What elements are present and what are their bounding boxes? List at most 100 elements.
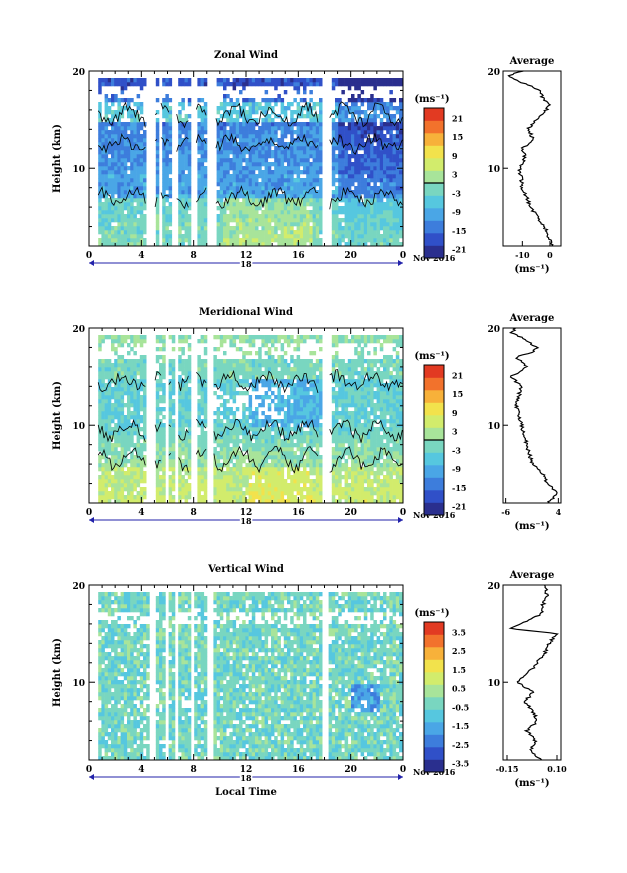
heatmap-cell xyxy=(203,371,208,376)
heatmap-cell xyxy=(120,154,125,159)
heatmap-cell xyxy=(165,182,169,187)
heatmap-cell xyxy=(287,242,291,247)
heatmap-cell xyxy=(248,335,253,340)
heatmap-cell xyxy=(107,491,112,496)
heatmap-cell xyxy=(184,198,189,203)
heatmap-cell xyxy=(258,170,262,175)
heatmap-cell xyxy=(107,142,112,147)
heatmap-cell xyxy=(155,491,160,496)
heatmap-cell xyxy=(309,234,313,239)
heatmap-cell xyxy=(319,218,323,223)
heatmap-cell xyxy=(274,407,278,412)
heatmap-cell xyxy=(136,202,141,207)
heatmap-cell xyxy=(235,234,240,239)
heatmap-cell xyxy=(258,150,262,155)
heatmap-cell xyxy=(319,170,323,175)
heatmap-cell xyxy=(155,467,160,472)
heatmap-cell xyxy=(287,379,291,384)
heatmap-cell xyxy=(226,499,230,504)
heatmap-cell xyxy=(101,391,105,396)
heatmap-cell xyxy=(216,459,221,464)
heatmap-cell xyxy=(197,114,201,119)
heatmap-cell xyxy=(258,423,262,428)
heatmap-cell xyxy=(296,162,301,167)
heatmap-cell xyxy=(280,403,285,408)
heatmap-cell xyxy=(274,375,278,380)
heatmap-cell xyxy=(216,134,221,139)
heatmap-cell xyxy=(200,82,205,87)
heatmap-cell xyxy=(139,343,144,348)
heatmap-cell xyxy=(226,78,230,83)
heatmap-cell xyxy=(223,214,227,219)
profile-series-line xyxy=(507,70,554,247)
heatmap-cell xyxy=(216,347,221,352)
heatmap-cell xyxy=(299,495,304,500)
heatmap-cell xyxy=(357,206,361,211)
heatmap-cell xyxy=(101,182,105,187)
heatmap-cell xyxy=(341,234,345,239)
heatmap-cell xyxy=(120,170,125,175)
heatmap-cell xyxy=(277,222,281,227)
heatmap-cell xyxy=(267,455,272,460)
heatmap-cell xyxy=(229,210,233,215)
heatmap-cell xyxy=(98,182,102,187)
heatmap-cell xyxy=(280,234,285,239)
heatmap-cell xyxy=(271,375,275,380)
heatmap-cell xyxy=(114,126,118,131)
heatmap-cell xyxy=(159,339,163,344)
heatmap-cell xyxy=(120,174,125,179)
heatmap-cell xyxy=(226,166,230,171)
heatmap-cell xyxy=(229,190,233,195)
heatmap-cell xyxy=(335,210,339,215)
heatmap-cell xyxy=(319,214,323,219)
heatmap-cell xyxy=(299,242,304,247)
heatmap-cell xyxy=(120,471,125,476)
heatmap-cell xyxy=(251,210,256,215)
heatmap-cell xyxy=(258,222,262,227)
heatmap-cell xyxy=(242,174,246,179)
heatmap-cell xyxy=(104,110,109,115)
heatmap-cell xyxy=(101,226,105,231)
heatmap-cell xyxy=(136,371,141,376)
heatmap-cell xyxy=(114,435,118,440)
heatmap-cell xyxy=(251,174,256,179)
heatmap-cell xyxy=(171,411,176,416)
heatmap-cell xyxy=(184,479,189,484)
heatmap-cell xyxy=(159,495,163,500)
heatmap-cell xyxy=(226,399,230,404)
heatmap-cell xyxy=(389,186,393,191)
heatmap-cell xyxy=(203,339,208,344)
heatmap-cell xyxy=(187,162,192,167)
heatmap-cell xyxy=(280,126,285,131)
heatmap-cell xyxy=(258,138,262,143)
heatmap-cell xyxy=(283,190,288,195)
heatmap-cell xyxy=(133,186,137,191)
heatmap-cell xyxy=(283,90,288,95)
heatmap-cell xyxy=(386,194,390,199)
heatmap-cell xyxy=(229,379,233,384)
heatmap-cell xyxy=(223,238,227,243)
heatmap-cell xyxy=(219,242,224,247)
heatmap-cell xyxy=(143,391,147,396)
heatmap-cell xyxy=(274,194,278,199)
heatmap-cell xyxy=(133,230,137,235)
heatmap-cell xyxy=(379,154,384,159)
heatmap-cell xyxy=(200,495,205,500)
heatmap-cell xyxy=(184,222,189,227)
heatmap-cell xyxy=(277,463,281,468)
heatmap-cell xyxy=(120,190,125,195)
heatmap-cell xyxy=(187,367,192,372)
heatmap-cell xyxy=(296,106,301,111)
heatmap-cell xyxy=(255,431,259,436)
heatmap-cell xyxy=(223,178,227,183)
heatmap-cell xyxy=(127,483,131,488)
heatmap-cell xyxy=(255,198,259,203)
heatmap-cell xyxy=(203,150,208,155)
heatmap-cell xyxy=(232,343,237,348)
heatmap-cell xyxy=(155,210,160,215)
heatmap-cell xyxy=(331,178,336,183)
heatmap-cell xyxy=(319,146,323,151)
heatmap-cell xyxy=(255,495,259,500)
heatmap-cell xyxy=(235,495,240,500)
heatmap-cell xyxy=(155,419,160,424)
